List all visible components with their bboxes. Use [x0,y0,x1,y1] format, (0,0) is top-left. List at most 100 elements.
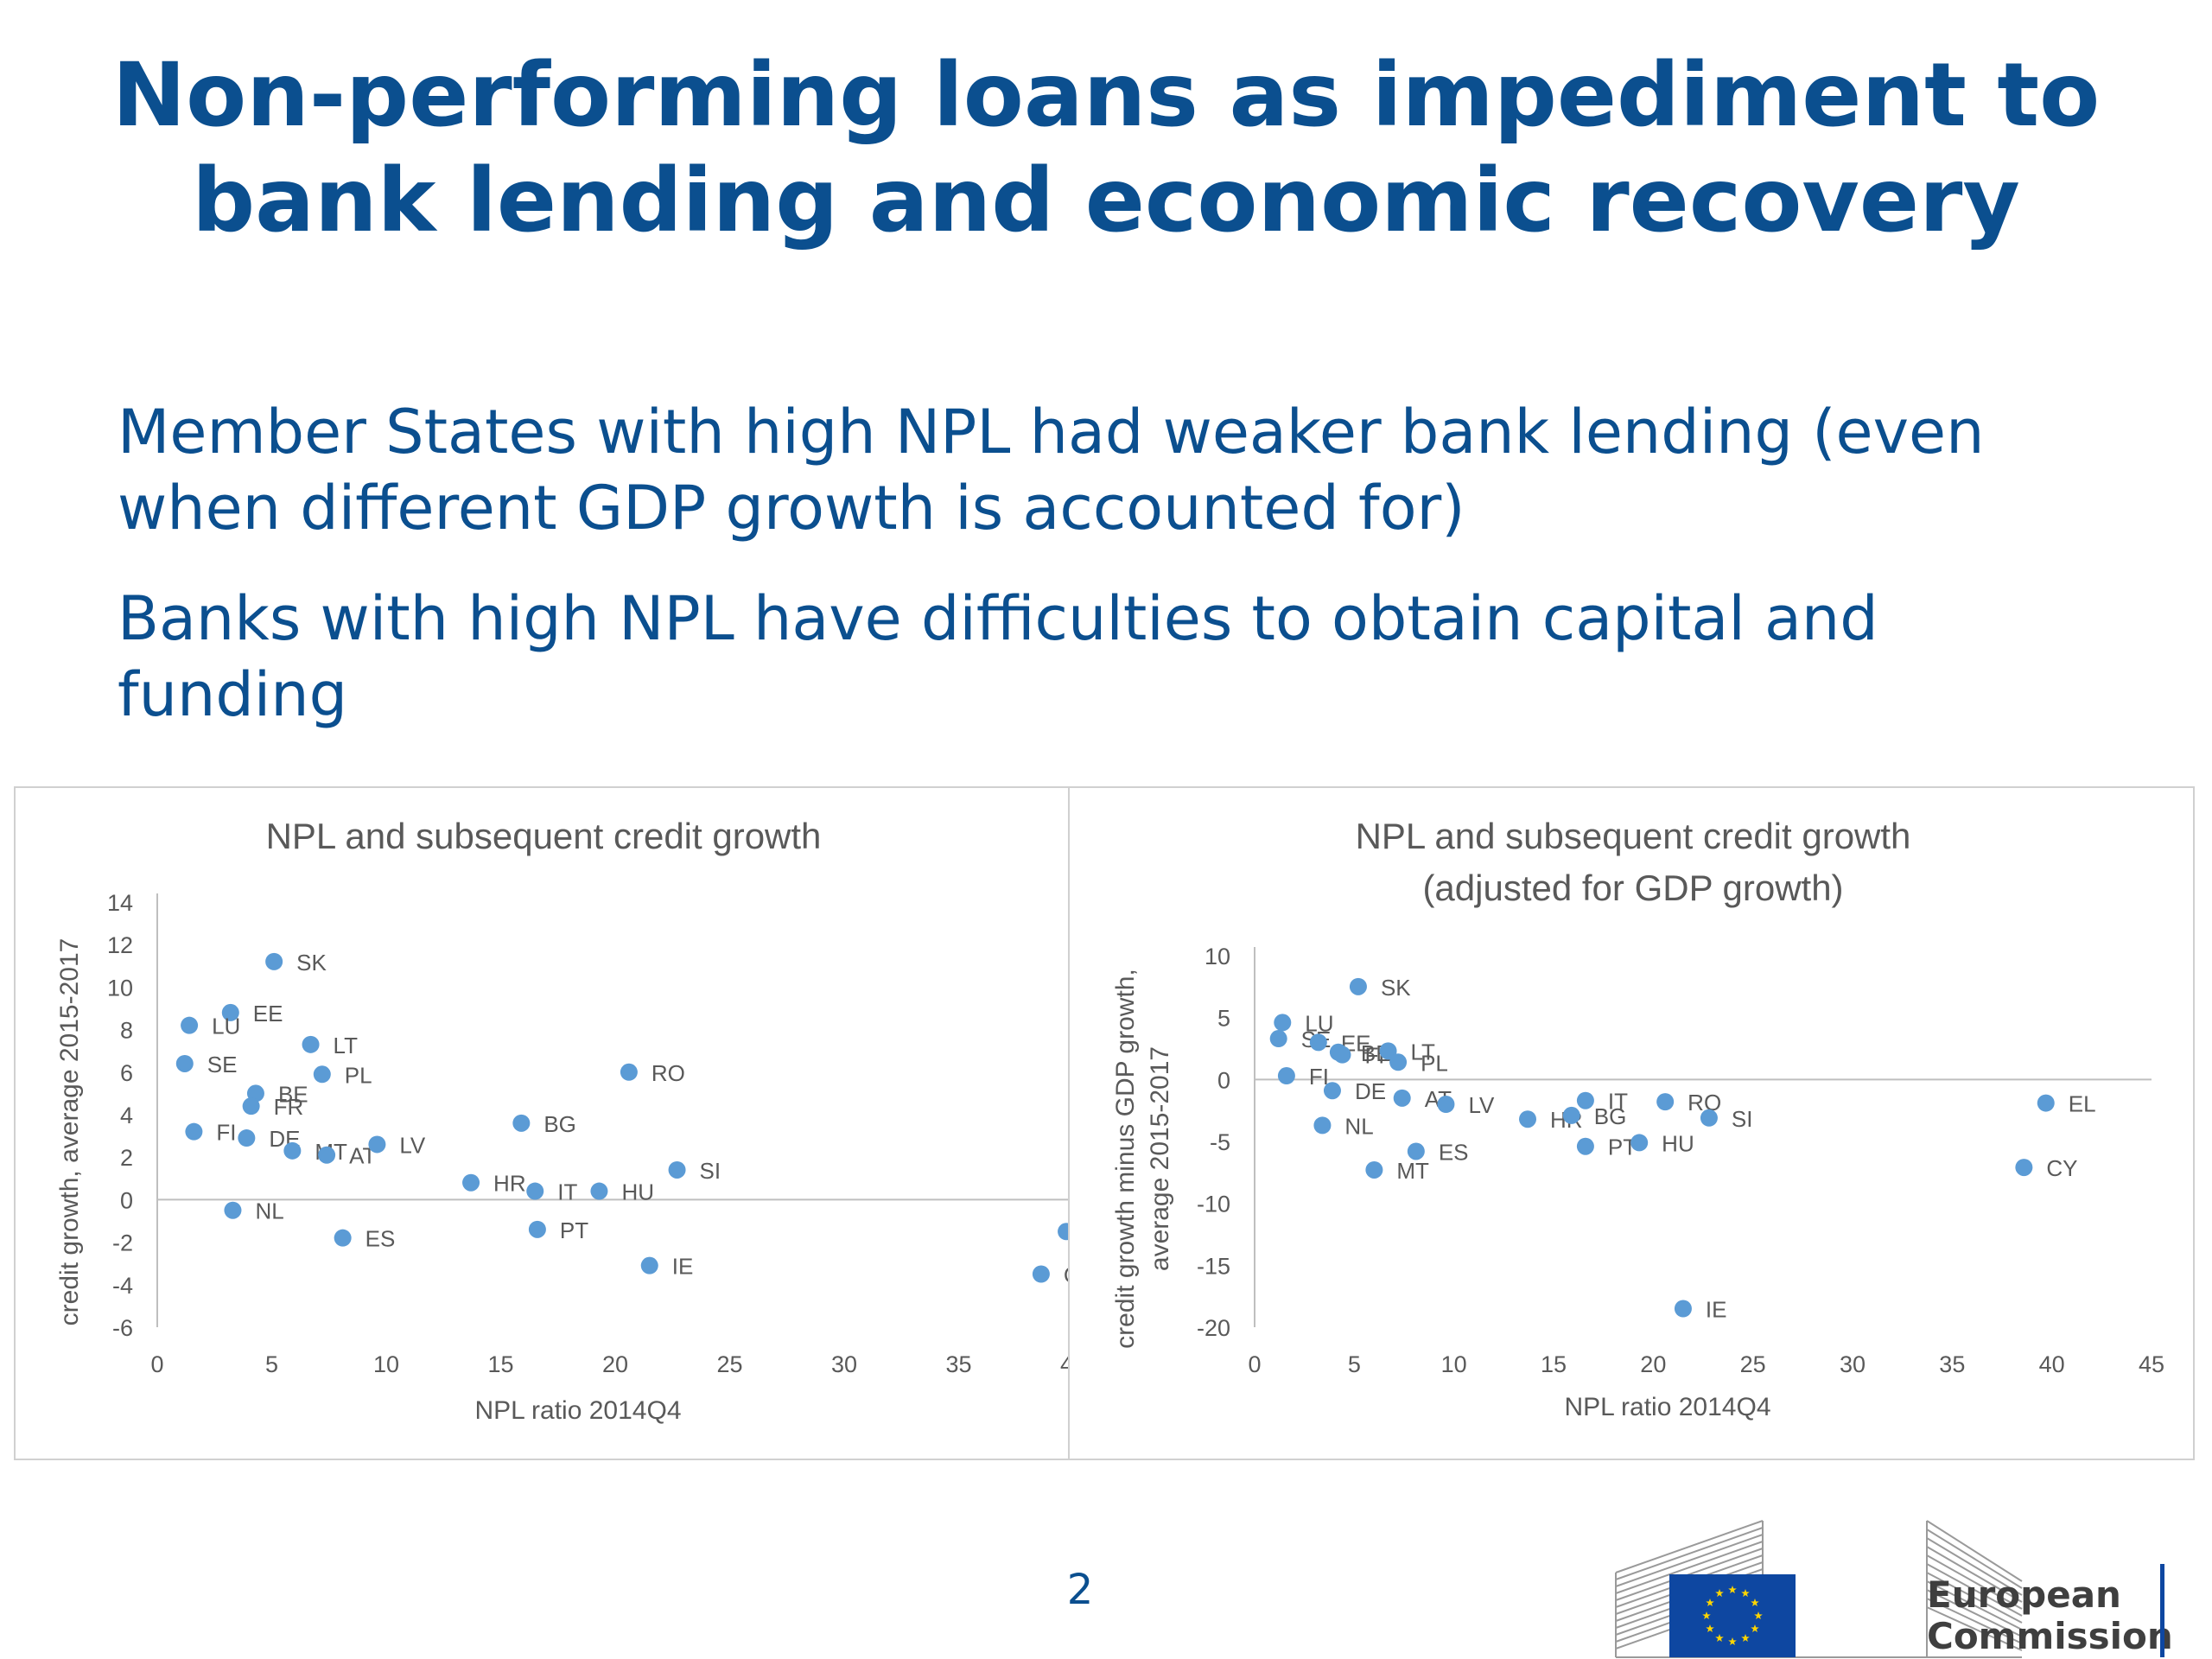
data-label-hu: HU [621,1179,654,1205]
data-label-pl: PL [345,1062,372,1088]
data-point-lu [181,1016,199,1034]
y-tick-label: -5 [1210,1129,1230,1155]
x-tick-label: 15 [1541,1351,1567,1377]
data-point-at [318,1146,336,1164]
data-point-ro [620,1063,638,1081]
x-tick-label: 0 [150,1351,163,1377]
data-point-nl [224,1201,242,1219]
y-tick-label: -6 [112,1315,133,1341]
y-tick-label: 2 [120,1145,133,1171]
data-label-el: EL [2069,1091,2096,1117]
data-point-ee [1309,1033,1327,1052]
data-label-fi: FI [216,1120,236,1146]
bullet-2-line-2: funding [118,659,348,730]
data-label-lv: LV [1468,1092,1495,1118]
data-point-fi [185,1122,203,1141]
data-label-pl: PL [1421,1050,1448,1076]
data-label-nl: NL [255,1198,283,1224]
x-tick-label: 10 [373,1351,399,1377]
data-point-se [175,1054,194,1072]
eu-star [1728,1586,1737,1593]
eu-star [1702,1611,1711,1619]
data-label-ro: RO [652,1060,685,1086]
data-label-sk: SK [296,950,327,976]
data-point-es [1407,1142,1425,1160]
data-point-de [1323,1082,1341,1100]
data-point-fr [1333,1046,1351,1064]
data-point-es [334,1229,352,1247]
data-label-bg: BG [1594,1103,1627,1129]
eu-star [1754,1611,1763,1619]
data-point-bg [512,1114,531,1132]
data-point-it [1576,1091,1594,1109]
chart-npl-credit-growth-adjusted-svg: NPL and subsequent credit growth (adjuste… [1111,816,2164,1421]
x-tick-label: 35 [945,1351,971,1377]
y-tick-label: 4 [120,1103,133,1128]
eu-star [1715,1634,1724,1642]
x-tick-label: 5 [265,1351,278,1377]
data-point-lv [368,1135,386,1154]
data-point-bg [1562,1106,1580,1124]
x-tick-label: 25 [1740,1351,1766,1377]
chart-npl-credit-growth-svg: NPL and subsequent credit growth -6 -4 -2 0 2… [55,816,1116,1425]
data-label-es: ES [365,1226,396,1252]
y-axis-label: credit growth minus GDP growth, average 2… [1111,969,1174,1349]
data-label-nl: NL [1344,1113,1373,1139]
y-tick-label: 10 [1205,944,1230,969]
eu-star [1715,1589,1724,1598]
data-label-pt: PT [560,1217,588,1243]
chart-title: NPL and subsequent credit growth [1356,816,1911,856]
x-tick-label: 20 [602,1351,628,1377]
y-tick-label: 10 [107,975,133,1001]
data-point-fi [1277,1067,1295,1085]
bullet-1-line-1: Member States with high NPL had weaker b… [118,397,1985,467]
data-label-hr: HR [493,1171,526,1197]
eu-star [1751,1599,1759,1606]
data-label-ie: IE [672,1254,694,1280]
data-point-pt [528,1220,546,1238]
chart-npl-credit-growth-adjusted: NPL and subsequent credit growth (adjuste… [1068,786,2195,1460]
data-point-lu [1274,1014,1292,1032]
slide-title: Non-performing loans as impediment to ba… [52,43,2160,254]
bullet-2-line-1: Banks with high NPL have difficulties to… [118,583,1878,654]
y-tick-label: -4 [112,1273,133,1299]
logo-line-2: Commission [1927,1615,2173,1657]
data-label-lt: LT [334,1033,359,1058]
data-point-si [668,1160,686,1179]
data-label-ie: IE [1706,1297,1727,1323]
data-label-de: DE [1355,1078,1386,1104]
data-point-lt [1379,1042,1397,1060]
data-label-sk: SK [1381,975,1411,1001]
y-tick-label: 6 [120,1060,133,1086]
x-axis-label: NPL ratio 2014Q4 [474,1396,681,1425]
y-tick-label: -15 [1197,1253,1230,1279]
x-tick-label: 35 [1939,1351,1965,1377]
eu-star [1741,1589,1750,1598]
x-tick-label: 10 [1441,1351,1467,1377]
data-point-hr [462,1173,480,1192]
data-point-sk [1349,977,1367,995]
eu-star [1741,1634,1750,1642]
data-point-ie [1674,1300,1692,1318]
data-point-ie [640,1256,658,1274]
y-tick-label: -20 [1197,1315,1230,1341]
data-point-el [2037,1094,2055,1112]
data-point-fr [242,1097,260,1116]
y-tick-label: 0 [120,1187,133,1213]
eu-star [1706,1624,1714,1632]
title-line-2: bank lending and economic recovery [192,149,2020,252]
data-label-cy: CY [2046,1155,2077,1181]
data-point-mt [283,1141,302,1160]
x-axis-label: NPL ratio 2014Q4 [1564,1393,1770,1421]
eu-stars-icon [1702,1586,1763,1645]
y-tick-label: 12 [107,932,133,958]
y-tick-label: 14 [107,890,133,916]
data-point-hu [1630,1134,1649,1152]
data-point-sk [265,952,283,970]
data-label-fr: FR [274,1094,304,1120]
data-point-pt [1576,1137,1594,1155]
y-tick-label: 0 [1217,1067,1230,1093]
data-point-de [238,1129,256,1147]
data-label-mt: MT [1396,1158,1429,1184]
page-number: 2 [1066,1566,1094,1614]
